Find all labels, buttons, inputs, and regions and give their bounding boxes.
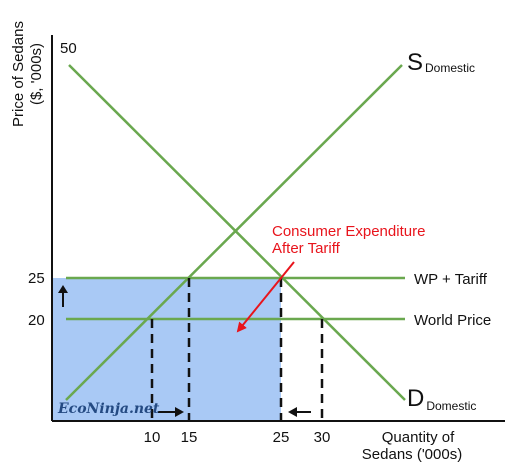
x-tick-25: 25: [273, 429, 290, 446]
x-tick-15: 15: [181, 429, 198, 446]
y-tick-25: 25: [28, 270, 45, 287]
x-tick-10: 10: [144, 429, 161, 446]
wp-tariff-label: WP + Tariff: [414, 271, 488, 288]
y-tick-50: 50: [60, 40, 77, 57]
y-axis-label-line1: Price of Sedans: [10, 21, 27, 127]
supply-increase-arrow: [158, 407, 184, 417]
x-tick-30: 30: [314, 429, 331, 446]
y-axis-label-line2: ($, '000s): [28, 43, 45, 105]
demand-curve: [68, 64, 406, 401]
consumer-expenditure-area: [52, 278, 281, 421]
price-rise-arrow: [58, 285, 68, 307]
y-tick-20: 20: [28, 312, 45, 329]
x-axis-label-line1: Quantity of: [382, 429, 455, 446]
supply-label: S Domestic: [407, 49, 475, 76]
demand-decrease-arrow: [288, 407, 311, 417]
annotation-line2: After Tariff: [272, 240, 341, 257]
x-axis-label-line2: Sedans ('000s): [362, 446, 462, 463]
demand-label: D Domestic: [407, 385, 476, 413]
supply-curve: [65, 64, 403, 401]
annotation-line1: Consumer Expenditure: [272, 223, 425, 240]
watermark: EcoNinja.net: [57, 401, 160, 417]
annotation-arrow: [236, 261, 295, 333]
world-price-label: World Price: [414, 312, 491, 329]
